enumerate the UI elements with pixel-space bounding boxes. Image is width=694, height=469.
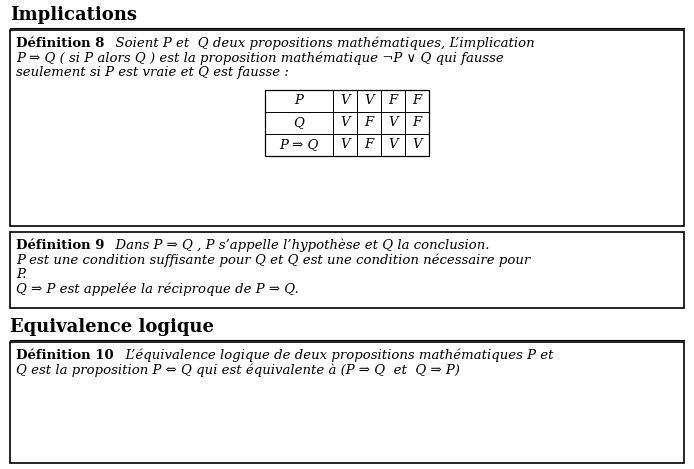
Text: Q est la proposition P ⇔ Q qui est équivalente à (P ⇒ Q  et  Q ⇒ P): Q est la proposition P ⇔ Q qui est équiv…	[16, 363, 460, 377]
Text: F: F	[389, 94, 398, 107]
Text: Equivalence logique: Equivalence logique	[10, 318, 214, 336]
Text: Définition 8: Définition 8	[16, 37, 104, 50]
Text: Q ⇒ P est appelée la réciproque de P ⇒ Q.: Q ⇒ P est appelée la réciproque de P ⇒ Q…	[16, 282, 298, 296]
Text: P.: P.	[16, 268, 26, 281]
Text: F: F	[412, 94, 422, 107]
Text: P: P	[294, 94, 303, 107]
Text: V: V	[388, 138, 398, 151]
Text: V: V	[412, 138, 422, 151]
Text: F: F	[412, 116, 422, 129]
Text: Q: Q	[294, 116, 305, 129]
Text: Soient P et  Q deux propositions mathématiques, L’implication: Soient P et Q deux propositions mathémat…	[108, 37, 535, 51]
Text: P ⇒ Q: P ⇒ Q	[279, 138, 319, 151]
Text: V: V	[388, 116, 398, 129]
Text: V: V	[340, 116, 350, 129]
Text: P est une condition suffisante pour Q et Q est une condition nécessaire pour: P est une condition suffisante pour Q et…	[16, 254, 530, 267]
Text: Dans P ⇒ Q , P s’appelle l’hypothèse et Q la conclusion.: Dans P ⇒ Q , P s’appelle l’hypothèse et …	[108, 239, 490, 252]
Bar	[10, 342, 684, 463]
Text: V: V	[340, 138, 350, 151]
Bar	[10, 232, 684, 308]
Text: L’équivalence logique de deux propositions mathématiques P et: L’équivalence logique de deux propositio…	[117, 349, 553, 363]
Text: V: V	[340, 94, 350, 107]
Bar	[10, 30, 684, 226]
Text: seulement si P est vraie et Q est fausse :: seulement si P est vraie et Q est fausse…	[16, 66, 289, 79]
Text: V: V	[364, 94, 374, 107]
Text: F: F	[364, 138, 373, 151]
Bar	[265, 90, 429, 156]
Text: P ⇒ Q ( si P alors Q ) est la proposition mathématique ¬P ∨ Q qui fausse: P ⇒ Q ( si P alors Q ) est la propositio…	[16, 52, 504, 65]
Text: Implications: Implications	[10, 6, 137, 24]
Text: Définition 9: Définition 9	[16, 239, 105, 252]
Text: Définition 10: Définition 10	[16, 349, 114, 362]
Text: F: F	[364, 116, 373, 129]
